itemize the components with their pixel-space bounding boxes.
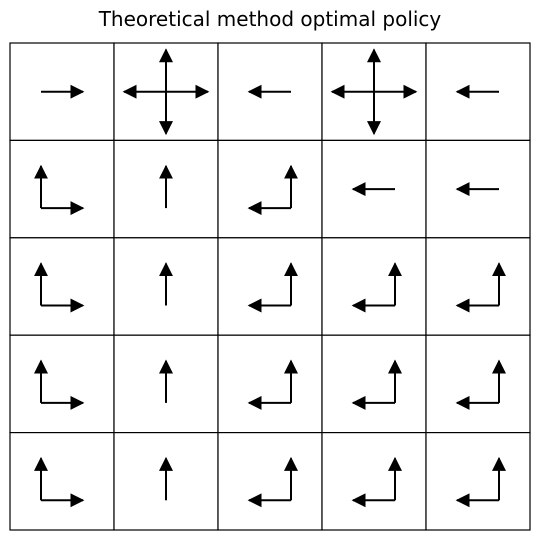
policy-cell-r2-c2	[247, 262, 298, 313]
grid-cell-r4-c4	[425, 432, 531, 531]
grid-cell-r3-c4	[425, 334, 531, 434]
policy-cell-r3-c0	[34, 359, 85, 410]
grid-cell-r4-c0	[9, 432, 115, 531]
grid-cell-r4-c2	[217, 432, 323, 531]
policy-cell-r1-c2	[247, 164, 298, 216]
grid-cell-r2-c3	[321, 237, 427, 336]
grid-cell-r2-c4	[425, 237, 531, 336]
grid-cell-r1-c2	[217, 139, 323, 239]
policy-cell-r0-c3	[330, 48, 418, 136]
policy-cell-r0-c1	[122, 48, 210, 136]
policy-cell-r4-c0	[34, 456, 85, 508]
policy-cell-r2-c4	[455, 262, 506, 313]
grid-cell-r2-c2	[217, 237, 323, 336]
policy-cell-r2-c3	[351, 262, 402, 313]
grid-cell-r1-c0	[9, 139, 115, 239]
grid-cell-r2-c0	[9, 237, 115, 336]
policy-cell-r3-c3	[351, 359, 402, 410]
policy-cell-r4-c3	[351, 456, 402, 508]
policy-cell-r3-c4	[455, 359, 506, 410]
policy-cell-r2-c0	[34, 262, 85, 313]
policy-cell-r3-c2	[247, 359, 298, 410]
grid-cell-r4-c3	[321, 432, 427, 531]
grid-cell-r3-c0	[9, 334, 115, 434]
policy-cell-r4-c4	[455, 456, 506, 508]
grid-cell-r3-c3	[321, 334, 427, 434]
policy-cell-r1-c0	[34, 164, 85, 216]
policy-cell-r4-c2	[247, 456, 298, 508]
diagram-title: Theoretical method optimal policy	[98, 7, 442, 31]
grid-cell-r3-c2	[217, 334, 323, 434]
